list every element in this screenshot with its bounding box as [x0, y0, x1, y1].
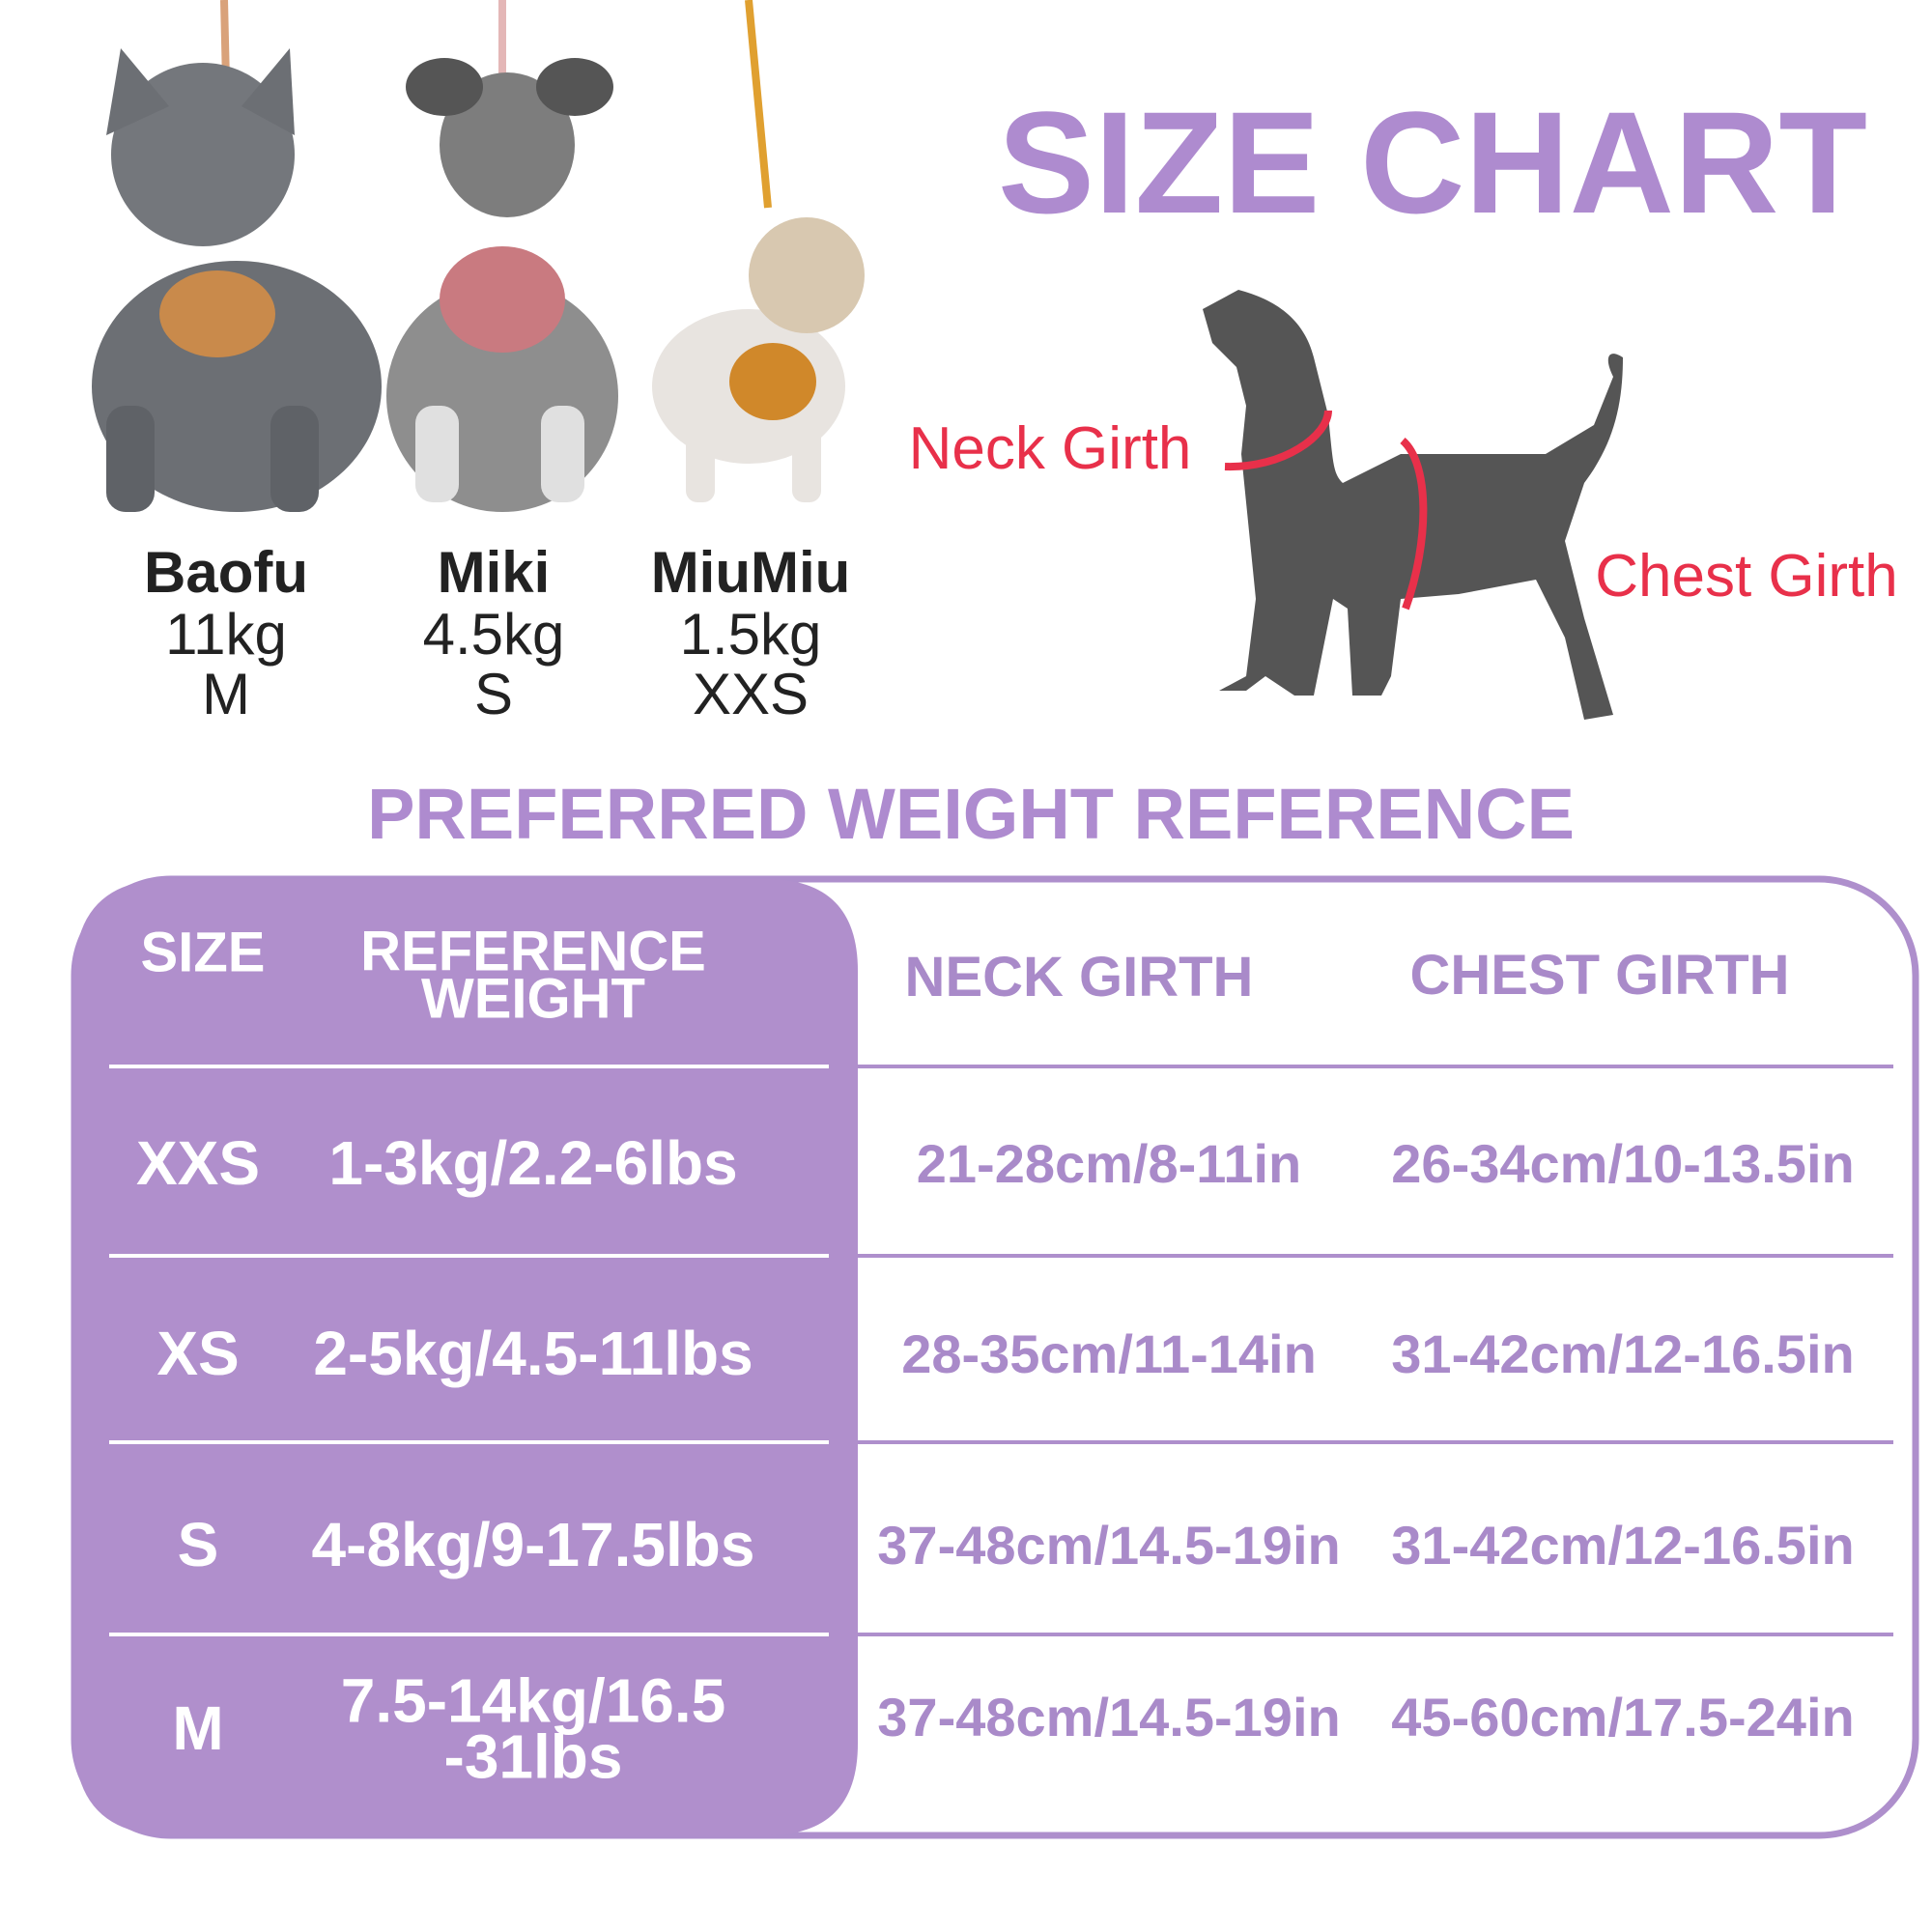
table-cell: 7.5-14kg/16.5 -31lbs [340, 1665, 726, 1791]
table-cell: 2-5kg/4.5-11lbs [313, 1319, 753, 1389]
table-cell: 31-42cm/12-16.5in [1391, 1323, 1855, 1384]
table-cell: 45-60cm/17.5-24in [1391, 1687, 1855, 1747]
dog-name: Miki [437, 540, 551, 605]
dog-silhouette [1203, 290, 1623, 720]
table-cell: 37-48cm/14.5-19in [877, 1515, 1341, 1576]
neck-girth-label: Neck Girth [908, 415, 1192, 482]
table-cell: 37-48cm/14.5-19in [877, 1687, 1341, 1747]
table-cell: M [172, 1693, 224, 1764]
table-cell: 21-28cm/8-11in [916, 1133, 1302, 1194]
table-cell: 31-42cm/12-16.5in [1391, 1515, 1855, 1576]
dog-name: MiuMiu [650, 540, 851, 605]
dog-weight: 11kg [165, 602, 287, 667]
dog-size: M [202, 662, 250, 726]
chest-girth-label: Chest Girth [1595, 543, 1898, 610]
dog-size: XXS [692, 662, 810, 726]
chest-girth-line [1400, 437, 1428, 611]
table-cell: XS [156, 1319, 240, 1389]
table-cell: 1-3kg/2.2-6lbs [328, 1128, 738, 1199]
table-cell: 4-8kg/9-17.5lbs [311, 1510, 755, 1580]
table-header: NECK GIRTH [904, 946, 1254, 1009]
dog-photo [386, 58, 618, 512]
dog-name: Baofu [144, 540, 308, 605]
table-cell: XXS [135, 1128, 261, 1199]
table-cell: 26-34cm/10-13.5in [1391, 1133, 1855, 1194]
table-header: REFERENCE WEIGHT [360, 920, 706, 1031]
table-cell: S [177, 1510, 219, 1580]
table-header: CHEST GIRTH [1409, 944, 1790, 1007]
page-title: SIZE CHART [998, 81, 1867, 243]
table-rules [109, 1065, 1893, 1636]
neck-girth-line [1224, 410, 1332, 471]
section-title: PREFERRED WEIGHT REFERENCE [367, 774, 1575, 854]
leash [745, 0, 772, 209]
dog-weight: 1.5kg [679, 602, 822, 667]
dog-size: S [473, 662, 514, 726]
table-header: SIZE [140, 921, 266, 984]
table-cell: 28-35cm/11-14in [901, 1323, 1317, 1384]
dog-photo [92, 48, 382, 512]
dog-weight: 4.5kg [422, 602, 565, 667]
table-left-panel [74, 879, 858, 1835]
dog-photo [652, 217, 865, 502]
